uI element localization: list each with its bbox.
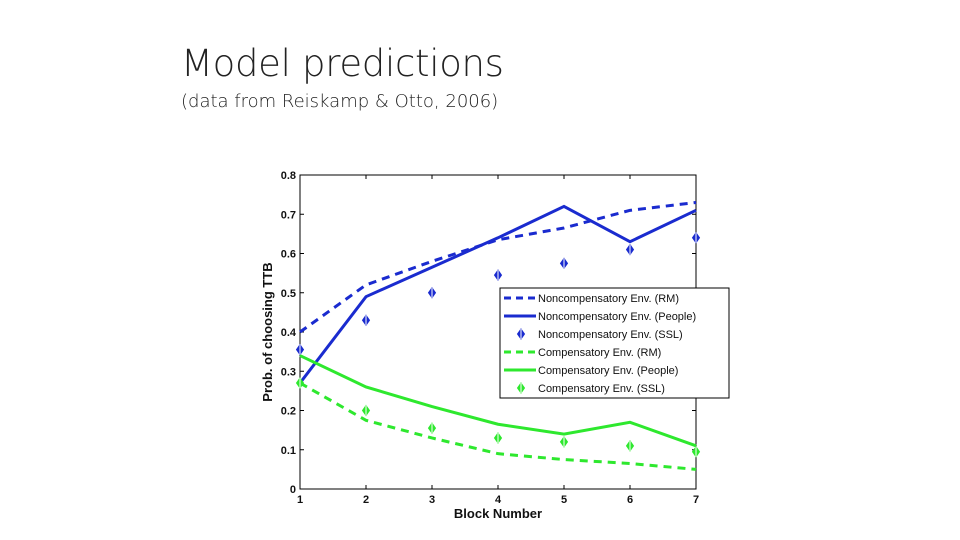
series-2 xyxy=(298,204,697,384)
y-tick-label: 0.2 xyxy=(281,406,296,418)
x-tick-label: 6 xyxy=(627,494,633,506)
y-tick-label: 0.7 xyxy=(281,209,296,221)
y-tick-label: 0.8 xyxy=(281,170,296,182)
series-line xyxy=(299,381,697,471)
legend-label: Compensatory Env. (RM) xyxy=(538,347,661,359)
x-tick-label: 1 xyxy=(297,494,303,506)
x-tick-label: 4 xyxy=(495,494,502,506)
legend-label: Noncompensatory Env. (RM) xyxy=(538,293,679,305)
legend-label: Noncompensatory Env. (SSL) xyxy=(538,329,683,341)
y-tick-label: 0.1 xyxy=(281,445,296,457)
slide-subtitle: (data from Reiskamp & Otto, 2006) xyxy=(181,91,499,112)
series-5 xyxy=(299,354,697,448)
legend-label: Compensatory Env. (SSL) xyxy=(538,383,665,395)
x-tick-label: 5 xyxy=(561,494,567,506)
legend-label: Noncompensatory Env. (People) xyxy=(538,311,696,323)
series-layer xyxy=(295,200,701,471)
series-1 xyxy=(299,200,697,334)
y-tick-label: 0.4 xyxy=(281,327,297,339)
slide-title: Model predictions xyxy=(181,42,504,85)
x-axis-ticks: 1 2 3 4 5 6 7 xyxy=(297,175,699,506)
series-3 xyxy=(295,231,701,356)
series-line xyxy=(299,354,697,448)
series-4 xyxy=(299,381,697,471)
y-axis-title: Prob. of choosing TTB xyxy=(260,262,275,401)
series-line xyxy=(298,204,697,384)
y-tick-label: 0.3 xyxy=(281,366,296,378)
series-6 xyxy=(295,377,701,458)
series-line xyxy=(299,200,697,334)
y-tick-label: 0.5 xyxy=(281,288,296,300)
x-tick-label: 3 xyxy=(429,494,435,506)
legend: Noncompensatory Env. (RM) Noncompensatory… xyxy=(499,287,730,399)
legend-box xyxy=(499,287,730,399)
y-tick-label: 0 xyxy=(290,484,296,496)
x-axis-title: Block Number xyxy=(454,506,542,521)
y-tick-label: 0.6 xyxy=(281,249,296,261)
legend-label: Compensatory Env. (People) xyxy=(538,365,678,377)
x-tick-label: 2 xyxy=(363,494,369,506)
x-tick-label: 7 xyxy=(693,494,699,506)
